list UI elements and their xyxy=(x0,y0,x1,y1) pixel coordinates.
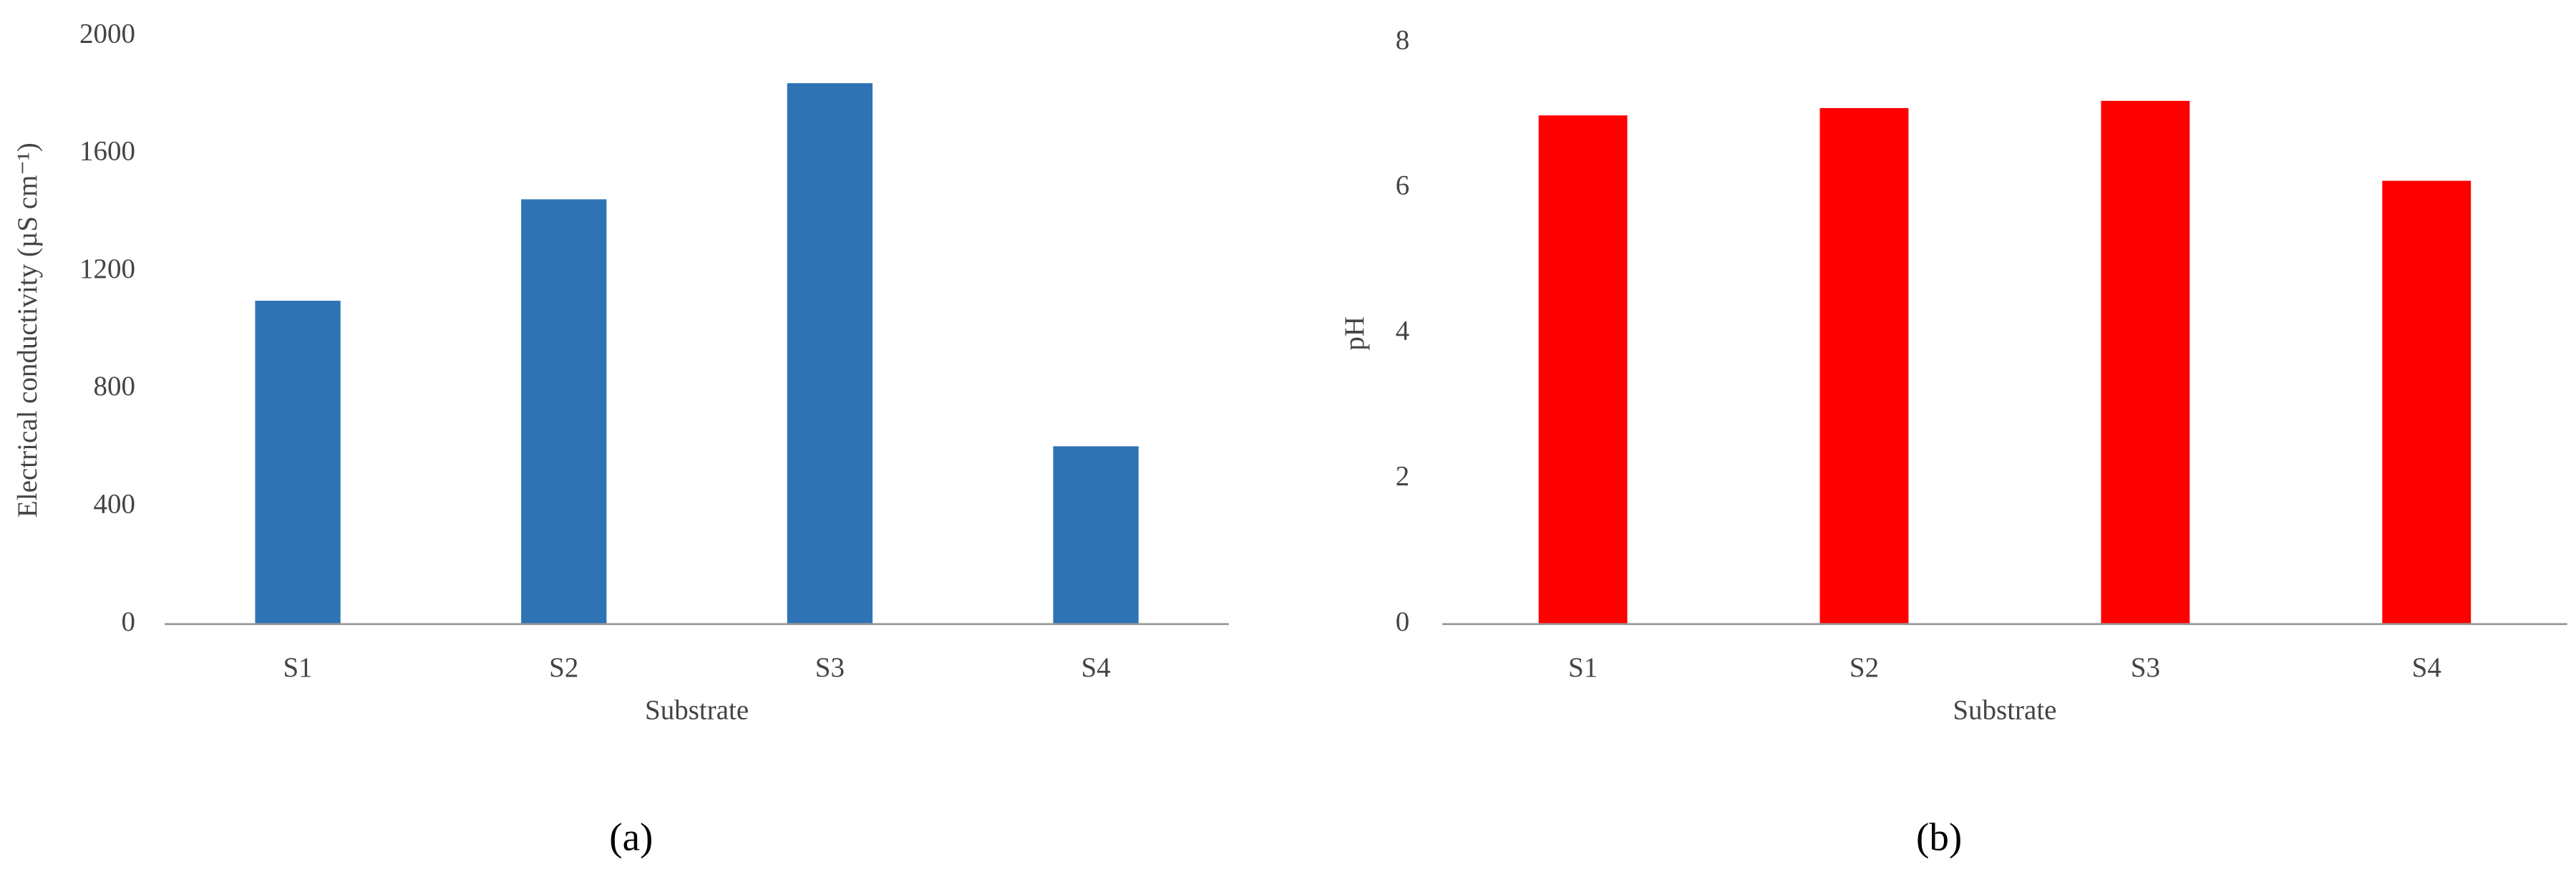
x-tick-label: S1 xyxy=(283,652,312,683)
bar xyxy=(787,83,873,624)
bar xyxy=(2101,100,2190,624)
panel-label: (b) xyxy=(1916,815,1962,858)
y-tick-label: 0 xyxy=(121,606,135,637)
x-tick-label: S1 xyxy=(1568,652,1598,683)
panel-label: (a) xyxy=(609,815,653,858)
y-tick-label: 2000 xyxy=(79,18,135,49)
y-axis-title: Electrical conductivity (µS cm⁻¹) xyxy=(12,142,43,518)
y-tick-label: 6 xyxy=(1396,170,1410,201)
x-tick-label: S2 xyxy=(1850,652,1879,683)
y-axis-title: pH xyxy=(1339,316,1370,351)
bar xyxy=(255,301,341,624)
y-tick-label: 0 xyxy=(1396,606,1410,637)
x-tick-label: S4 xyxy=(1081,652,1110,683)
y-tick-label: 8 xyxy=(1396,25,1410,56)
x-tick-label: S3 xyxy=(815,652,845,683)
bar xyxy=(1053,446,1139,624)
bar xyxy=(2382,180,2471,624)
y-tick-label: 2 xyxy=(1396,461,1410,492)
y-tick-label: 1200 xyxy=(79,253,135,284)
bar xyxy=(1538,115,1628,624)
y-tick-label: 4 xyxy=(1396,316,1410,346)
bar xyxy=(1819,108,1909,624)
y-tick-label: 800 xyxy=(93,371,135,402)
x-tick-label: S2 xyxy=(549,652,578,683)
y-tick-label: 400 xyxy=(93,488,135,519)
x-tick-label: S3 xyxy=(2131,652,2160,683)
x-axis-title: Substrate xyxy=(1953,695,2056,726)
x-tick-label: S4 xyxy=(2412,652,2441,683)
y-tick-label: 1600 xyxy=(79,136,135,167)
bar xyxy=(521,199,607,624)
x-axis-title: Substrate xyxy=(645,695,749,726)
